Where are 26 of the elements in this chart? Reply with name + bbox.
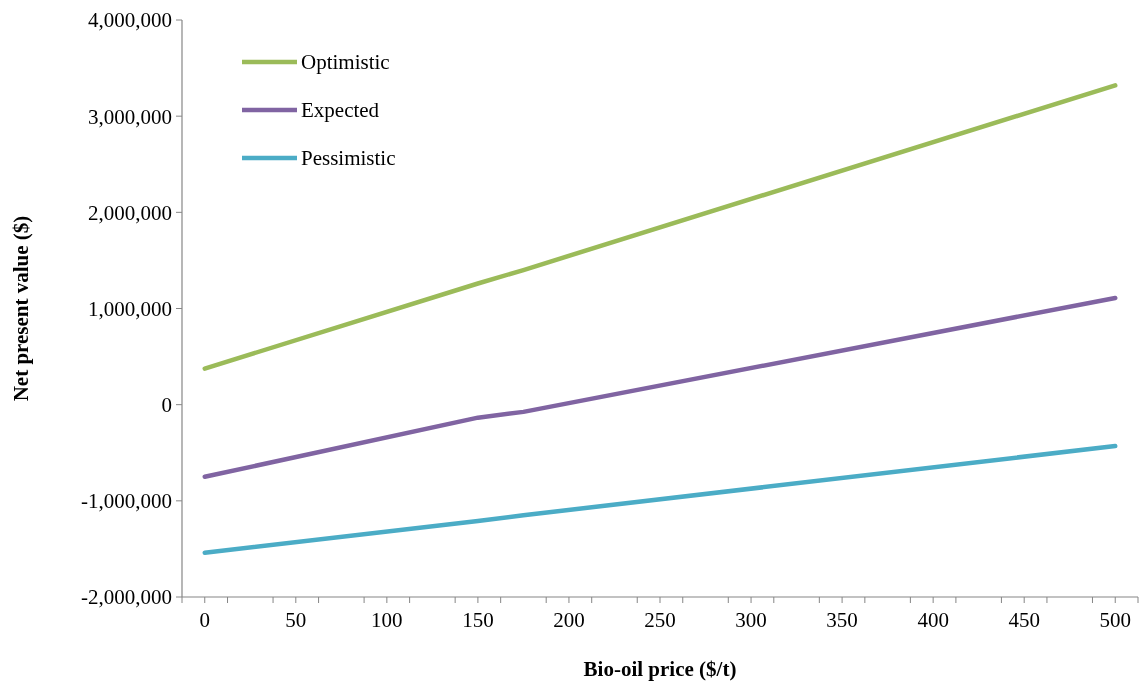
x-tick-label: 400 — [917, 608, 949, 632]
x-tick-label: 200 — [553, 608, 585, 632]
y-tick-label: -2,000,000 — [81, 585, 172, 610]
x-tick-label: 100 — [371, 608, 403, 632]
legend-label: Optimistic — [301, 50, 390, 75]
y-axis-title: Net present value ($) — [9, 215, 33, 402]
x-tick-label: 450 — [1008, 608, 1040, 632]
y-tick-label: 4,000,000 — [88, 8, 172, 33]
x-tick-label: 50 — [285, 608, 307, 632]
line-series — [202, 83, 1118, 371]
x-axis-title: Bio-oil price ($/t) — [583, 657, 737, 681]
x-tick-label: 500 — [1099, 608, 1131, 632]
y-tick-label: -1,000,000 — [81, 489, 172, 514]
x-tick-label: 250 — [644, 608, 676, 632]
line-series — [202, 295, 1118, 480]
x-tick-label: 150 — [462, 608, 494, 632]
y-tick-label: 2,000,000 — [88, 200, 172, 225]
legend-label: Expected — [301, 98, 380, 123]
y-tick-label: 0 — [161, 393, 172, 418]
y-tick-label: 1,000,000 — [88, 296, 172, 321]
x-tick-label: 300 — [735, 608, 767, 632]
y-tick-label: 3,000,000 — [88, 104, 172, 129]
x-tick-label: 0 — [199, 608, 211, 632]
line-series — [202, 443, 1118, 556]
x-tick-label: 350 — [826, 608, 858, 632]
legend-label: Pessimistic — [301, 146, 396, 171]
